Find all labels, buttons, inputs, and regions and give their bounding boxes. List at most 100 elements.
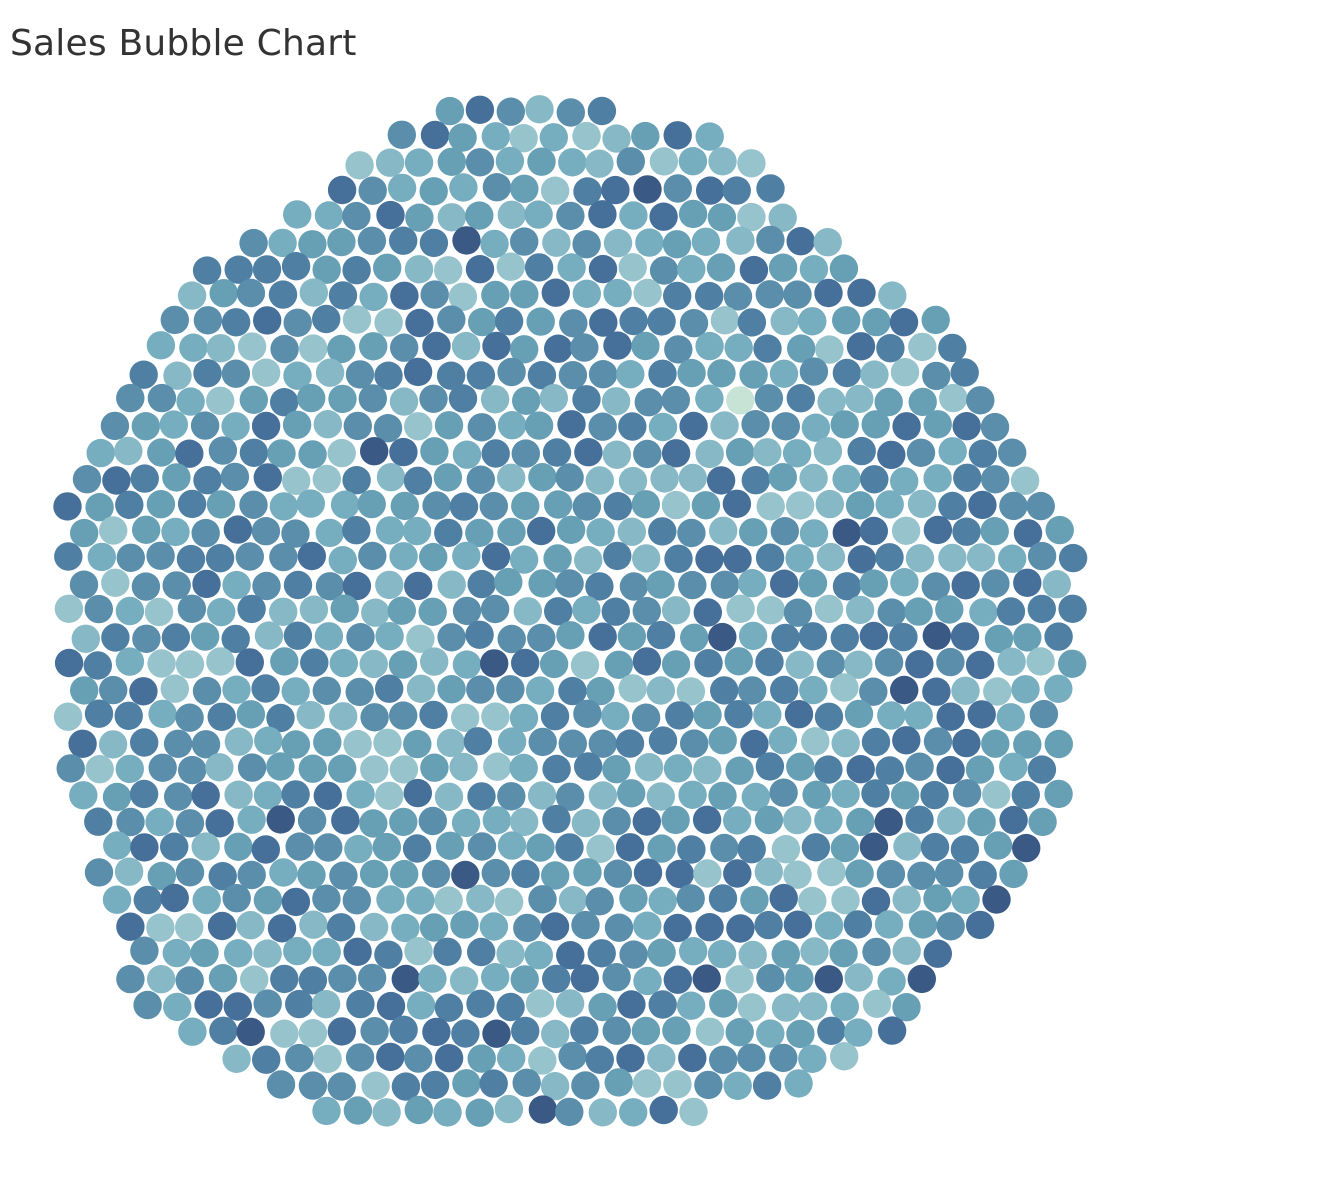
bubble-mark[interactable] (146, 331, 176, 360)
bubble-mark[interactable] (786, 384, 815, 413)
bubble-mark[interactable] (497, 517, 526, 547)
bubble-mark[interactable] (524, 200, 553, 229)
bubble-mark[interactable] (164, 782, 193, 811)
bubble-mark[interactable] (618, 253, 647, 282)
bubble-mark[interactable] (389, 701, 418, 730)
bubble-mark[interactable] (923, 727, 953, 756)
bubble-mark[interactable] (847, 436, 876, 466)
bubble-mark[interactable] (725, 437, 755, 467)
bubble-mark[interactable] (799, 463, 828, 493)
bubble-mark[interactable] (494, 887, 524, 917)
bubble-mark[interactable] (497, 200, 526, 229)
bubble-mark[interactable] (222, 570, 251, 600)
bubble-mark[interactable] (1011, 833, 1041, 863)
bubble-mark[interactable] (389, 387, 419, 416)
bubble-mark[interactable] (206, 334, 235, 363)
bubble-mark[interactable] (936, 647, 965, 677)
bubble-mark[interactable] (343, 937, 372, 966)
bubble-mark[interactable] (710, 306, 740, 335)
bubble-mark[interactable] (269, 597, 298, 626)
bubble-mark[interactable] (466, 361, 496, 390)
bubble-mark[interactable] (845, 491, 875, 520)
bubble-mark[interactable] (54, 594, 84, 623)
bubble-mark[interactable] (965, 650, 995, 680)
bubble-mark[interactable] (497, 411, 527, 440)
bubble-mark[interactable] (285, 1043, 314, 1073)
bubble-mark[interactable] (892, 412, 921, 441)
bubble-mark[interactable] (360, 1016, 389, 1046)
bubble-mark[interactable] (433, 937, 462, 966)
bubble-mark[interactable] (236, 911, 265, 940)
bubble-mark[interactable] (556, 621, 585, 650)
bubble-mark[interactable] (648, 359, 677, 388)
bubble-mark[interactable] (191, 730, 221, 759)
bubble-mark[interactable] (952, 779, 982, 808)
bubble-mark[interactable] (406, 991, 436, 1020)
bubble-mark[interactable] (738, 569, 767, 598)
bubble-mark[interactable] (372, 832, 401, 862)
bubble-mark[interactable] (313, 781, 342, 810)
bubble-mark[interactable] (53, 492, 82, 521)
bubble-mark[interactable] (649, 256, 679, 285)
bubble-mark[interactable] (99, 516, 128, 545)
bubble-mark[interactable] (966, 386, 995, 415)
bubble-mark[interactable] (709, 1045, 738, 1075)
bubble-mark[interactable] (223, 515, 253, 544)
bubble-mark[interactable] (480, 229, 509, 259)
bubble-mark[interactable] (981, 569, 1010, 598)
bubble-mark[interactable] (482, 806, 511, 835)
bubble-mark[interactable] (555, 463, 584, 492)
bubble-mark[interactable] (84, 858, 114, 887)
bubble-mark[interactable] (1029, 699, 1059, 729)
bubble-mark[interactable] (859, 621, 888, 651)
bubble-mark[interactable] (435, 831, 465, 860)
bubble-mark[interactable] (938, 491, 967, 521)
bubble-mark[interactable] (328, 754, 357, 783)
bubble-mark[interactable] (451, 860, 480, 890)
bubble-mark[interactable] (679, 309, 709, 338)
bubble-mark[interactable] (572, 595, 601, 625)
bubble-mark[interactable] (296, 700, 325, 730)
bubble-mark[interactable] (829, 254, 859, 283)
bubble-mark[interactable] (481, 858, 510, 888)
bubble-mark[interactable] (876, 859, 906, 889)
bubble-mark[interactable] (589, 308, 618, 337)
bubble-mark[interactable] (297, 860, 326, 890)
bubble-mark[interactable] (527, 781, 557, 810)
bubble-mark[interactable] (496, 992, 525, 1022)
bubble-mark[interactable] (525, 676, 555, 705)
bubble-mark[interactable] (436, 361, 466, 390)
bubble-mark[interactable] (647, 834, 676, 863)
bubble-mark[interactable] (661, 650, 691, 679)
bubble-mark[interactable] (617, 990, 646, 1019)
bubble-mark[interactable] (345, 360, 375, 389)
bubble-mark[interactable] (240, 965, 269, 994)
bubble-mark[interactable] (571, 1071, 600, 1100)
bubble-mark[interactable] (252, 255, 282, 284)
bubble-mark[interactable] (782, 439, 812, 468)
bubble-mark[interactable] (1026, 491, 1055, 521)
bubble-mark[interactable] (874, 648, 904, 677)
bubble-mark[interactable] (497, 1043, 526, 1073)
bubble-mark[interactable] (846, 807, 875, 837)
bubble-mark[interactable] (755, 752, 785, 781)
bubble-mark[interactable] (208, 964, 238, 993)
bubble-mark[interactable] (253, 939, 282, 968)
bubble-mark[interactable] (329, 648, 358, 678)
bubble-mark[interactable] (678, 147, 708, 176)
bubble-mark[interactable] (129, 360, 158, 389)
bubble-mark[interactable] (114, 436, 143, 466)
bubble-mark[interactable] (192, 569, 221, 599)
bubble-mark[interactable] (512, 1068, 541, 1098)
bubble-mark[interactable] (1058, 594, 1087, 623)
bubble-mark[interactable] (71, 624, 101, 653)
bubble-mark[interactable] (206, 647, 235, 676)
bubble-mark[interactable] (359, 859, 389, 889)
bubble-mark[interactable] (510, 227, 539, 256)
bubble-mark[interactable] (847, 278, 876, 307)
bubble-mark[interactable] (951, 676, 980, 705)
bubble-mark[interactable] (935, 595, 964, 624)
bubble-mark[interactable] (710, 570, 740, 599)
bubble-mark[interactable] (359, 809, 388, 838)
bubble-mark[interactable] (282, 466, 311, 496)
